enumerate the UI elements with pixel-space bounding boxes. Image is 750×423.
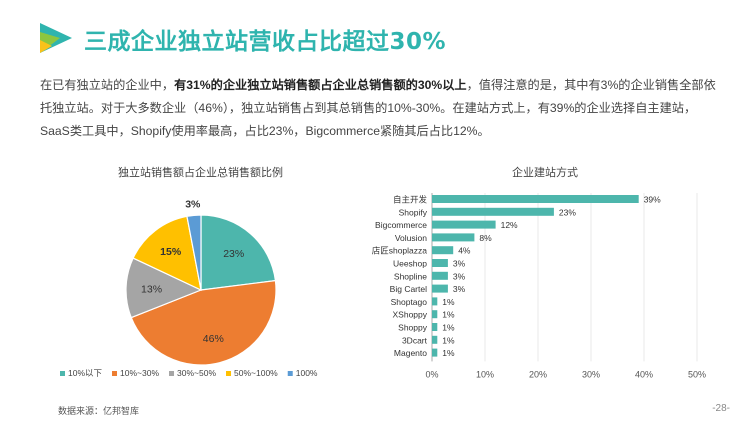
bar-value-label-11: 1% (442, 335, 455, 345)
bar-category-3: Volusion (395, 233, 427, 243)
bar-11 (432, 335, 438, 344)
bar-xtick-4: 40% (635, 369, 653, 379)
bar-9 (432, 310, 438, 319)
pie-slice-4 (186, 214, 202, 291)
intro-text-start: 在已有独立站的企业中， (40, 78, 175, 92)
bar-xtick-2: 20% (529, 369, 547, 379)
bar-12 (432, 348, 438, 357)
bar-6 (432, 271, 448, 280)
bar-8 (432, 297, 438, 306)
bar-4 (432, 246, 454, 255)
bar-xtick-5: 50% (688, 369, 706, 379)
pie-slice-1 (130, 279, 277, 366)
bar-category-0: 自主开发 (393, 195, 428, 205)
bar-5 (432, 259, 448, 267)
bar-value-label-3: 8% (479, 233, 492, 243)
bar-value-label-4: 4% (458, 246, 471, 256)
bar-2 (432, 220, 496, 229)
bar-value-label-8: 1% (442, 297, 455, 307)
logo-icon (40, 23, 72, 53)
pie-slice-3 (132, 215, 202, 292)
bar-xtick-1: 10% (476, 369, 494, 379)
bar-value-label-5: 3% (453, 259, 466, 269)
bar-value-label-9: 1% (442, 310, 455, 320)
bar-category-4: 店匠shoplazza (372, 246, 428, 256)
pie-legend-swatch-4 (287, 371, 293, 376)
pie-legend-swatch-0 (60, 371, 65, 376)
pie-legend-swatch-1 (112, 371, 118, 376)
bar-value-label-0: 39% (644, 195, 661, 205)
bar-xtick-3: 30% (582, 369, 600, 379)
bar-category-9: XShoppy (393, 310, 428, 320)
pie-legend-label-2: 30%~50% (177, 368, 216, 378)
bar-value-label-2: 12% (501, 220, 518, 230)
pie-label-4: 3% (185, 198, 201, 210)
bar-value-label-12: 1% (442, 348, 455, 358)
bar-7 (432, 284, 448, 293)
pie-chart-title: 独立站销售额占企业总销售额比例 (118, 167, 283, 179)
bar-value-label-6: 3% (453, 271, 466, 281)
pie-legend-label-0: 10%以下 (68, 368, 103, 378)
bar-10 (432, 323, 438, 331)
bar-value-label-10: 1% (442, 323, 455, 333)
pie-slice-2 (125, 257, 203, 319)
bar-category-10: Shoppy (398, 323, 428, 333)
bar-category-6: Shopline (394, 271, 427, 281)
intro-paragraph: 在已有独立站的企业中，有31%的企业独立站销售额占企业总销售额的30%以上，值得… (40, 74, 720, 143)
pie-legend-swatch-3 (226, 371, 232, 376)
intro-text-rest: ，值得注意的是，其中有3%的企业销售全部依托独立站。对于大多数企业（46%），独… (40, 78, 716, 138)
page-title: 三成企业独立站营收占比超过30% (84, 29, 447, 55)
data-source: 数据来源：亿邦智库 (58, 406, 140, 416)
bar-1 (432, 207, 554, 216)
pie-label-0: 23% (223, 248, 244, 260)
bar-chart: 0% 10% 20% 30% 40% 50% 自主开发 39% Shopify 23% Bigcom… (372, 193, 706, 379)
page-number: -28- (712, 403, 730, 414)
bar-category-2: Bigcommerce (375, 220, 427, 230)
intro-text-highlight: 有31%的企业独立站销售额占企业总销售额的30%以上 (174, 78, 467, 92)
bar-category-5: Ueeshop (393, 259, 427, 269)
pie-legend-label-1: 10%~30% (120, 368, 159, 378)
pie-label-1: 46% (203, 333, 224, 345)
pie-chart: 23% 46% 13% 15% 3% 10%以下 10%~30% 30%~50% 50%~100… (60, 198, 318, 378)
bar-0 (432, 195, 639, 203)
bar-category-7: Big Cartel (390, 284, 427, 294)
bar-xtick-0: 0% (425, 369, 438, 379)
bar-category-11: 3Dcart (402, 335, 428, 345)
pie-legend-swatch-2 (169, 371, 175, 376)
bar-category-12: Magento (394, 348, 427, 358)
bar-category-1: Shopify (399, 207, 428, 217)
pie-legend-label-3: 50%~100% (234, 368, 278, 378)
bar-chart-title: 企业建站方式 (512, 167, 578, 179)
bar-value-label-7: 3% (453, 284, 466, 294)
pie-label-3: 15% (160, 246, 182, 258)
pie-legend-label-4: 100% (296, 368, 318, 378)
pie-slice-0 (200, 214, 277, 291)
bar-category-8: Shoptago (391, 297, 428, 307)
bar-3 (432, 233, 475, 242)
bar-value-label-1: 23% (559, 207, 576, 217)
pie-label-2: 13% (141, 283, 162, 295)
